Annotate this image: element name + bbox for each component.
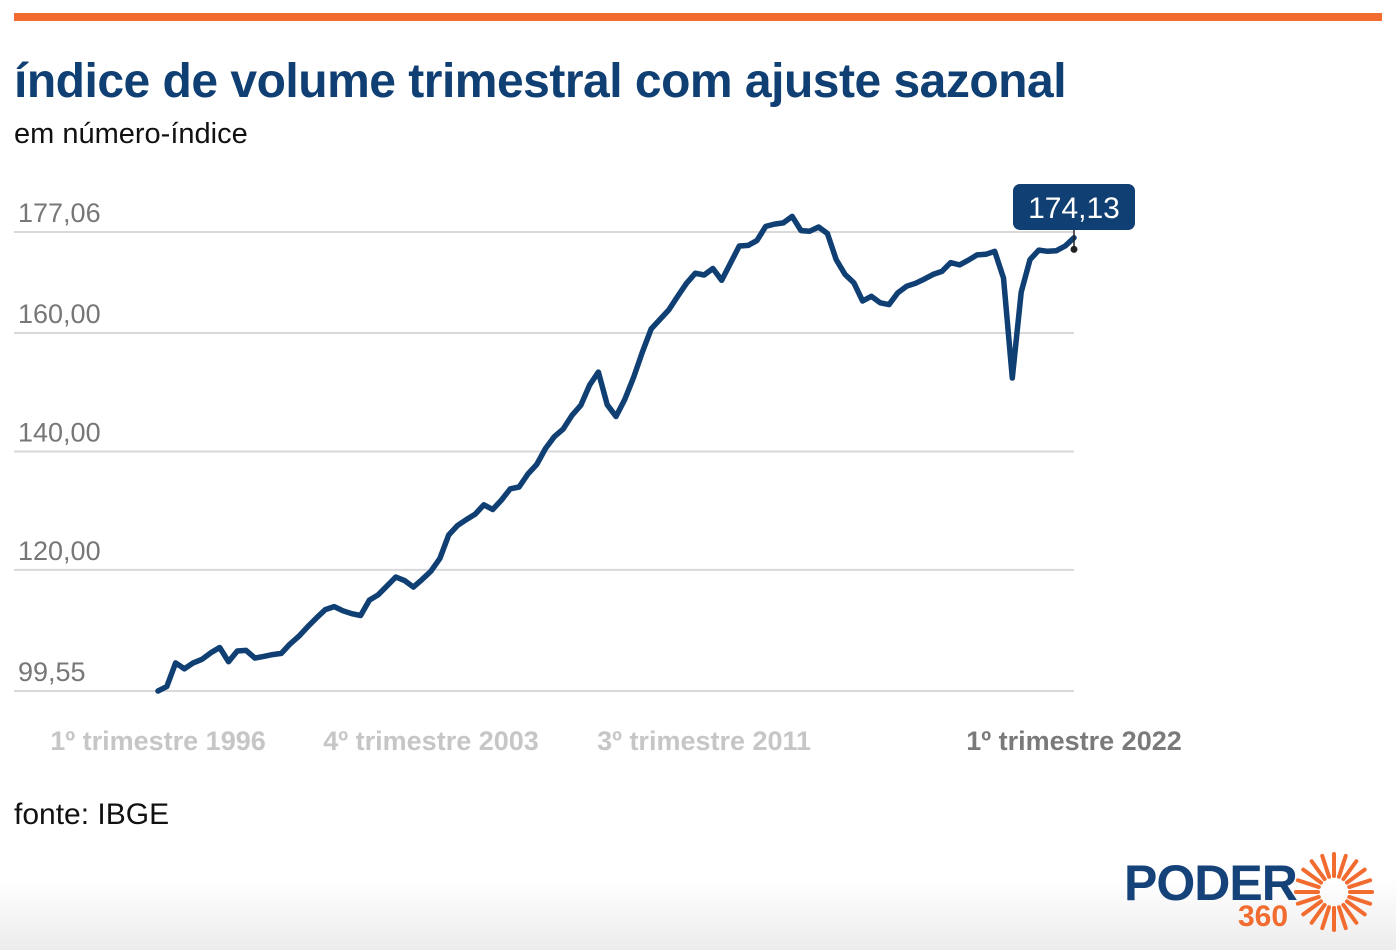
sun-ray <box>1295 894 1321 906</box>
y-tick-label-0: 177,06 <box>18 198 101 228</box>
series-line <box>155 213 1077 694</box>
y-tick-label-2: 140,00 <box>18 417 101 447</box>
sun-ray <box>1344 899 1367 917</box>
x-tick-label-0: 1º trimestre 1996 <box>50 726 266 756</box>
sun-rays-icon <box>1294 852 1374 932</box>
sun-ray <box>1341 902 1359 925</box>
chart-subtitle: em número-índice <box>14 118 248 150</box>
sun-ray <box>1301 867 1324 885</box>
y-tick-label-4: 99,55 <box>18 657 86 687</box>
sun-ray <box>1336 905 1348 931</box>
poder360-logo[interactable]: PODER 360 <box>1124 852 1384 940</box>
sun-ray <box>1336 853 1348 879</box>
sun-ray <box>1301 899 1324 917</box>
logo-word: PODER <box>1124 855 1298 911</box>
sun-ray <box>1320 853 1332 879</box>
y-tick-label-1: 160,00 <box>18 299 101 329</box>
line-chart: 177,06 160,00 140,00 120,00 99,55 1º trimestr… <box>14 184 1182 756</box>
y-tick-label-3: 120,00 <box>18 536 101 566</box>
sun-ray <box>1295 878 1321 890</box>
sun-ray <box>1320 905 1332 931</box>
bottom-fade <box>0 880 1396 950</box>
x-tick-label-3: 1º trimestre 2022 <box>966 726 1182 756</box>
x-tick-label-2: 3º trimestre 2011 <box>597 726 811 756</box>
annotation-point <box>1070 245 1078 253</box>
source-note: fonte: IBGE <box>14 798 170 831</box>
chart-title: índice de volume trimestral com ajuste s… <box>14 55 1067 108</box>
accent-bar <box>14 13 1382 21</box>
logo-number: 360 <box>1238 900 1289 933</box>
x-tick-label-1: 4º trimestre 2003 <box>323 726 539 756</box>
sun-ray <box>1347 878 1373 890</box>
sun-ray <box>1347 894 1373 906</box>
sun-ray <box>1344 867 1367 885</box>
sun-ray <box>1341 859 1359 882</box>
annotation-box <box>1013 184 1135 230</box>
annotation-label: 174,13 <box>1028 192 1120 225</box>
sun-ray <box>1309 902 1327 925</box>
sun-ray <box>1309 859 1327 882</box>
